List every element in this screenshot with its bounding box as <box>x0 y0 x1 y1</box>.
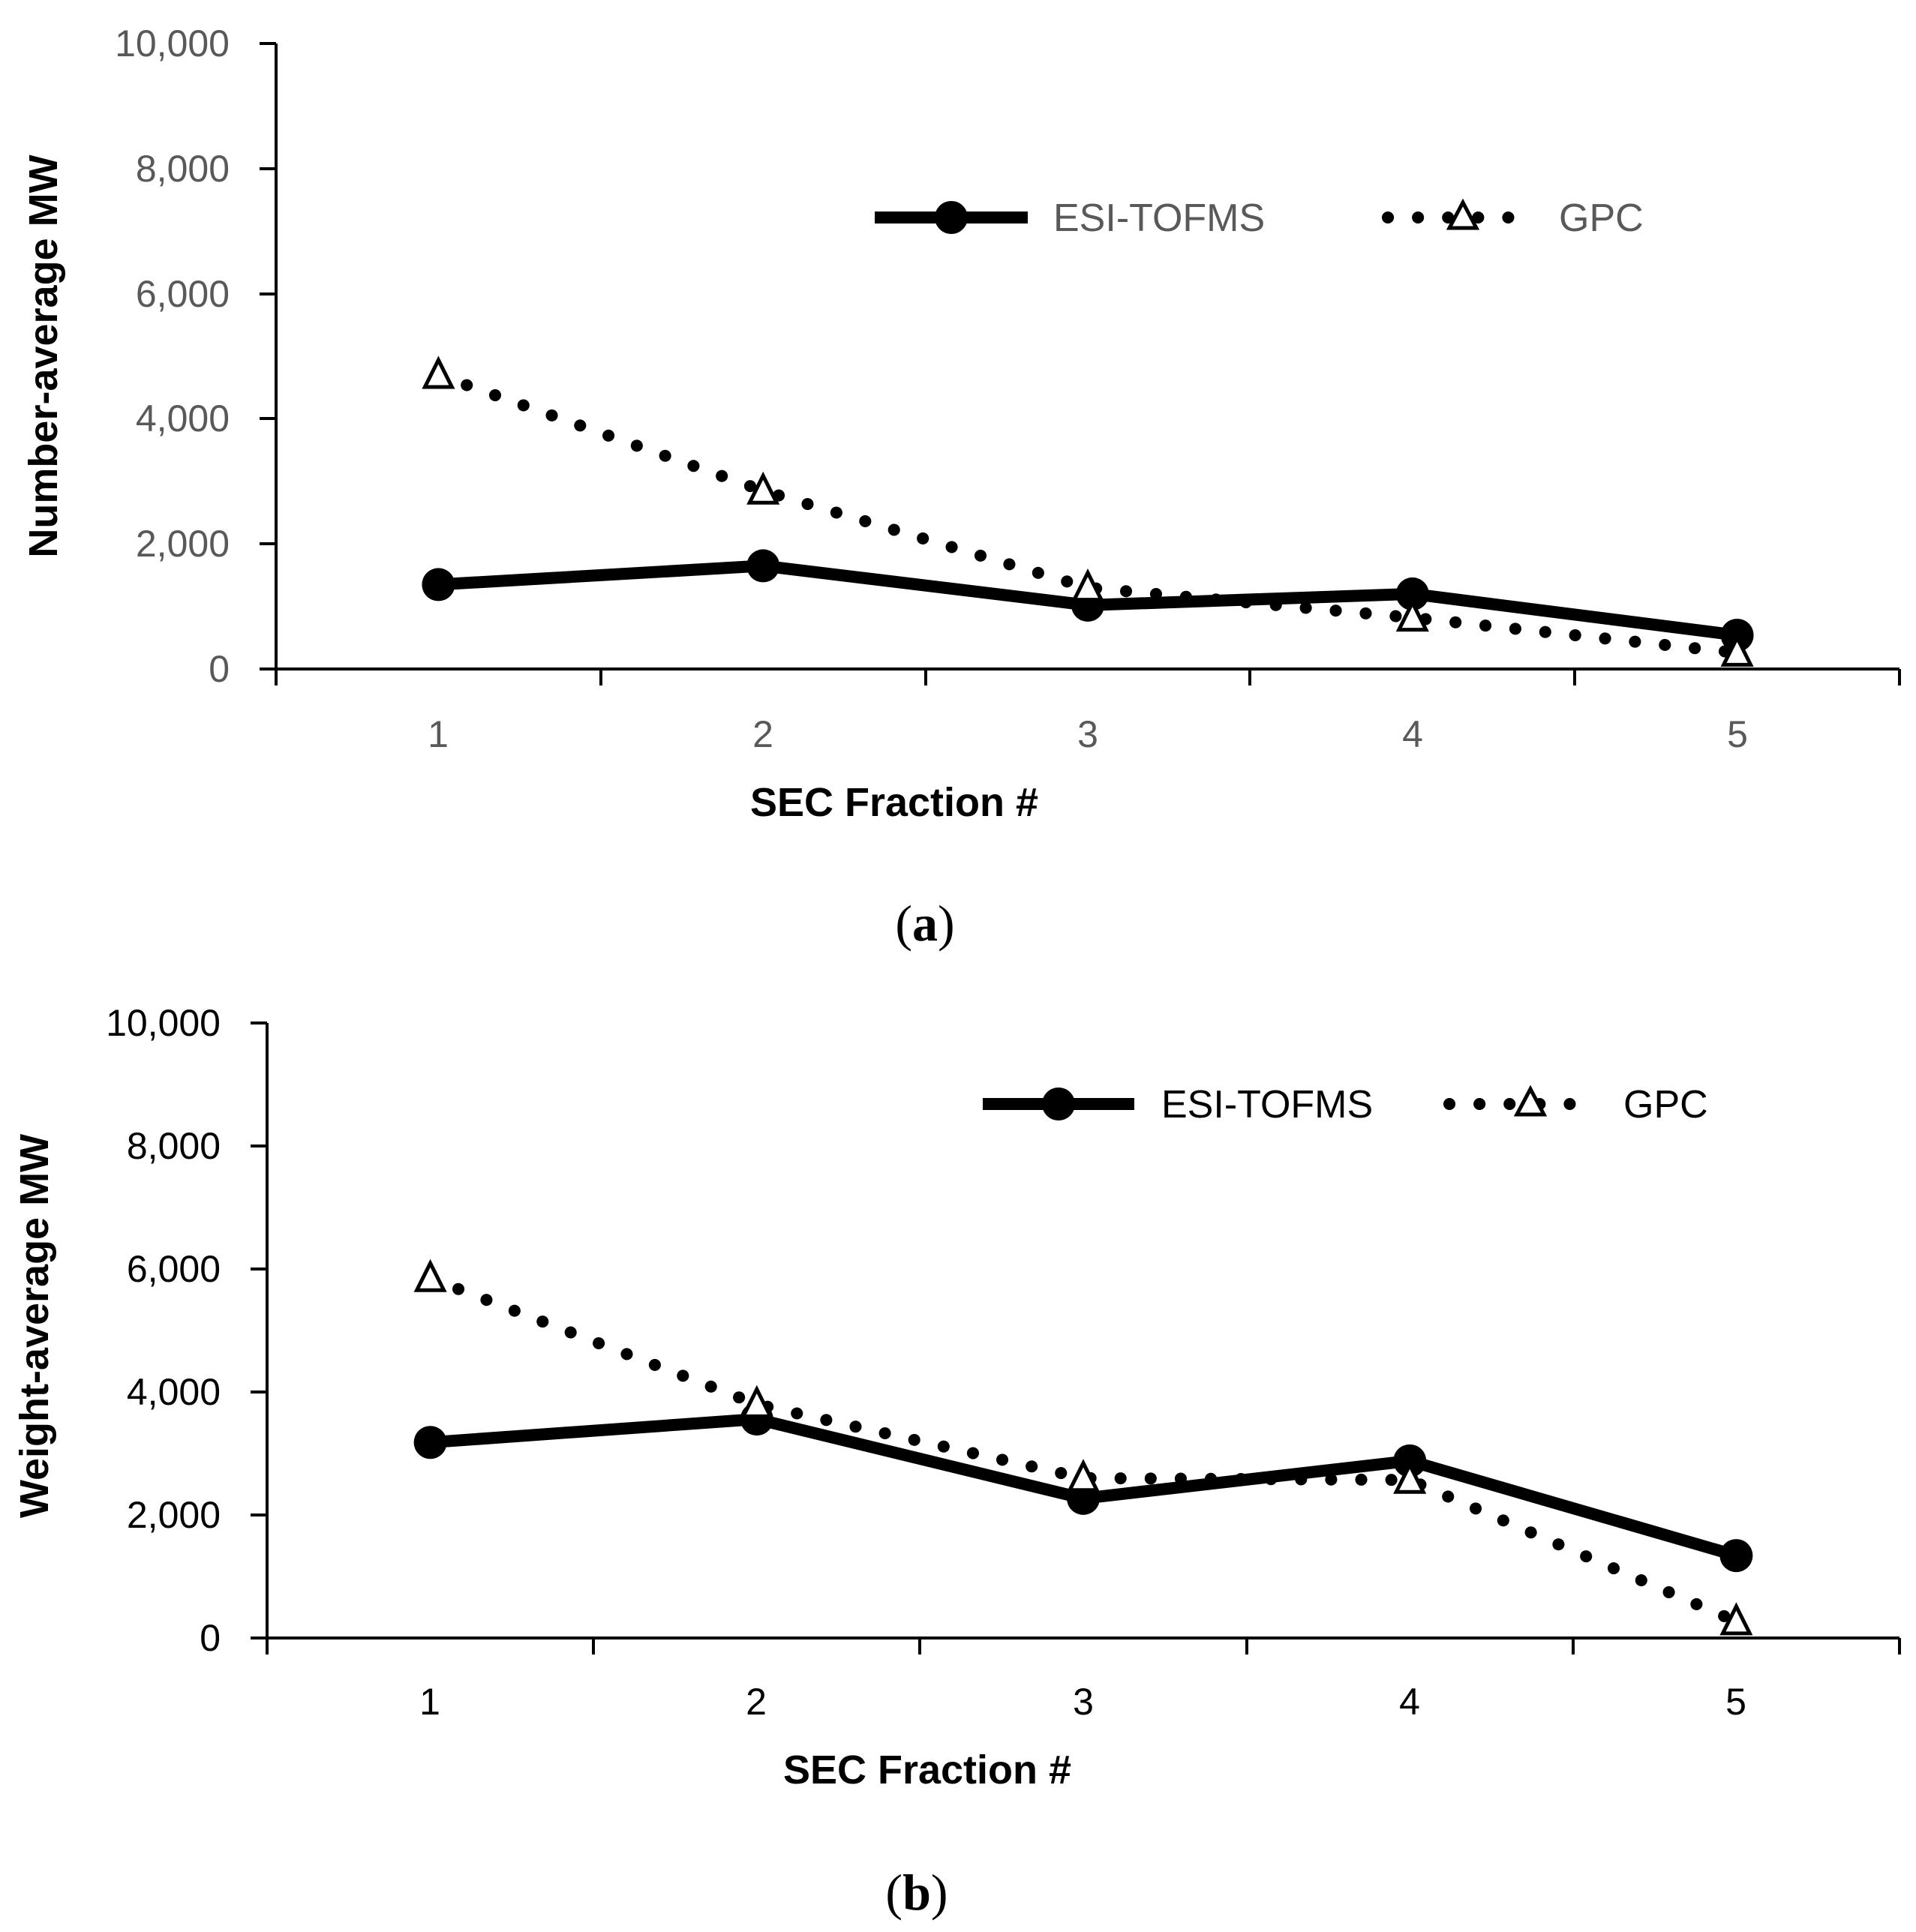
y-tick-label: 10,000 <box>115 22 230 64</box>
gpc-series-line <box>432 369 1743 659</box>
x-tick-label: 4 <box>1402 713 1423 755</box>
esi-tofms-point <box>422 568 455 602</box>
y-tick-label: 0 <box>200 1617 221 1659</box>
y-tick-marks-a <box>260 42 276 670</box>
legend-esi-label: ESI-TOFMS <box>1161 1083 1373 1126</box>
gpc-point <box>422 356 455 389</box>
gpc-point <box>1720 633 1754 667</box>
gpc-markers <box>422 356 1754 667</box>
y-tick-label: 0 <box>209 648 230 690</box>
panel-label-a: (a) <box>895 895 954 952</box>
gpc-point <box>413 1258 447 1292</box>
x-tick-labels-a: 1 2 3 4 5 <box>428 713 1748 755</box>
y-tick-label: 6,000 <box>127 1248 221 1290</box>
x-tick-marks-b <box>266 1638 1901 1654</box>
gpc-series-line <box>424 1272 1743 1628</box>
x-tick-label: 1 <box>428 713 449 755</box>
gpc-point <box>1066 1459 1101 1492</box>
x-tick-label: 5 <box>1725 1681 1746 1723</box>
y-tick-label: 4,000 <box>136 398 230 440</box>
panel-label-b: (b) <box>885 1864 947 1921</box>
legend-esi-label: ESI-TOFMS <box>1053 196 1265 240</box>
x-tick-marks-a <box>275 669 1901 686</box>
y-axis-title-a: Number-average MW <box>21 154 66 557</box>
legend-b: ESI-TOFMS GPC <box>983 1083 1708 1126</box>
esi-tofms-markers <box>422 549 1754 652</box>
x-tick-label: 2 <box>752 713 773 755</box>
legend-gpc-label: GPC <box>1559 196 1644 240</box>
legend-gpc-marker <box>1513 1084 1548 1117</box>
y-tick-label: 2,000 <box>136 523 230 565</box>
y-tick-labels-b: 10,000 8,000 6,000 4,000 2,000 0 <box>106 1002 221 1659</box>
y-tick-label: 10,000 <box>106 1002 221 1044</box>
legend-esi-marker <box>1042 1088 1075 1120</box>
y-tick-label: 8,000 <box>136 148 230 190</box>
gpc-point <box>1071 568 1105 602</box>
esi-tofms-point <box>746 549 780 583</box>
y-tick-label: 2,000 <box>127 1494 221 1536</box>
gpc-point <box>1395 598 1429 632</box>
x-tick-label: 3 <box>1077 713 1098 755</box>
y-axis-title-b: Weight-average MW <box>12 1134 57 1518</box>
x-tick-label: 5 <box>1727 713 1748 755</box>
gpc-markers <box>413 1258 1753 1636</box>
x-tick-label: 1 <box>419 1681 440 1723</box>
x-tick-label: 4 <box>1399 1681 1420 1723</box>
esi-tofms-point <box>1719 1539 1753 1573</box>
legend-a: ESI-TOFMS GPC <box>875 196 1644 240</box>
chart-b: 10,000 8,000 6,000 4,000 2,000 0 1 2 3 4… <box>12 1002 1901 1921</box>
esi-tofms-point <box>413 1426 447 1460</box>
x-tick-label: 2 <box>746 1681 767 1723</box>
legend-gpc-label: GPC <box>1623 1083 1708 1126</box>
gpc-point <box>1393 1460 1427 1494</box>
x-axis-title-b: SEC Fraction # <box>783 1748 1071 1792</box>
legend-esi-marker <box>935 201 968 234</box>
gpc-point <box>1719 1602 1753 1636</box>
chart-a: 10,000 8,000 6,000 4,000 2,000 0 1 2 3 4… <box>21 22 1901 952</box>
y-tick-label: 8,000 <box>127 1125 221 1167</box>
legend-gpc-marker <box>1446 198 1480 230</box>
y-tick-label: 6,000 <box>136 273 230 315</box>
esi-tofms-point <box>1395 577 1429 610</box>
y-tick-labels-a: 10,000 8,000 6,000 4,000 2,000 0 <box>115 22 230 690</box>
x-tick-labels-b: 1 2 3 4 5 <box>419 1681 1746 1723</box>
gpc-point <box>740 1384 773 1418</box>
y-tick-marks-b <box>251 1022 267 1640</box>
y-tick-label: 4,000 <box>127 1371 221 1413</box>
x-tick-label: 3 <box>1073 1681 1094 1723</box>
gpc-point <box>746 471 780 505</box>
x-axis-title-a: SEC Fraction # <box>750 780 1038 825</box>
